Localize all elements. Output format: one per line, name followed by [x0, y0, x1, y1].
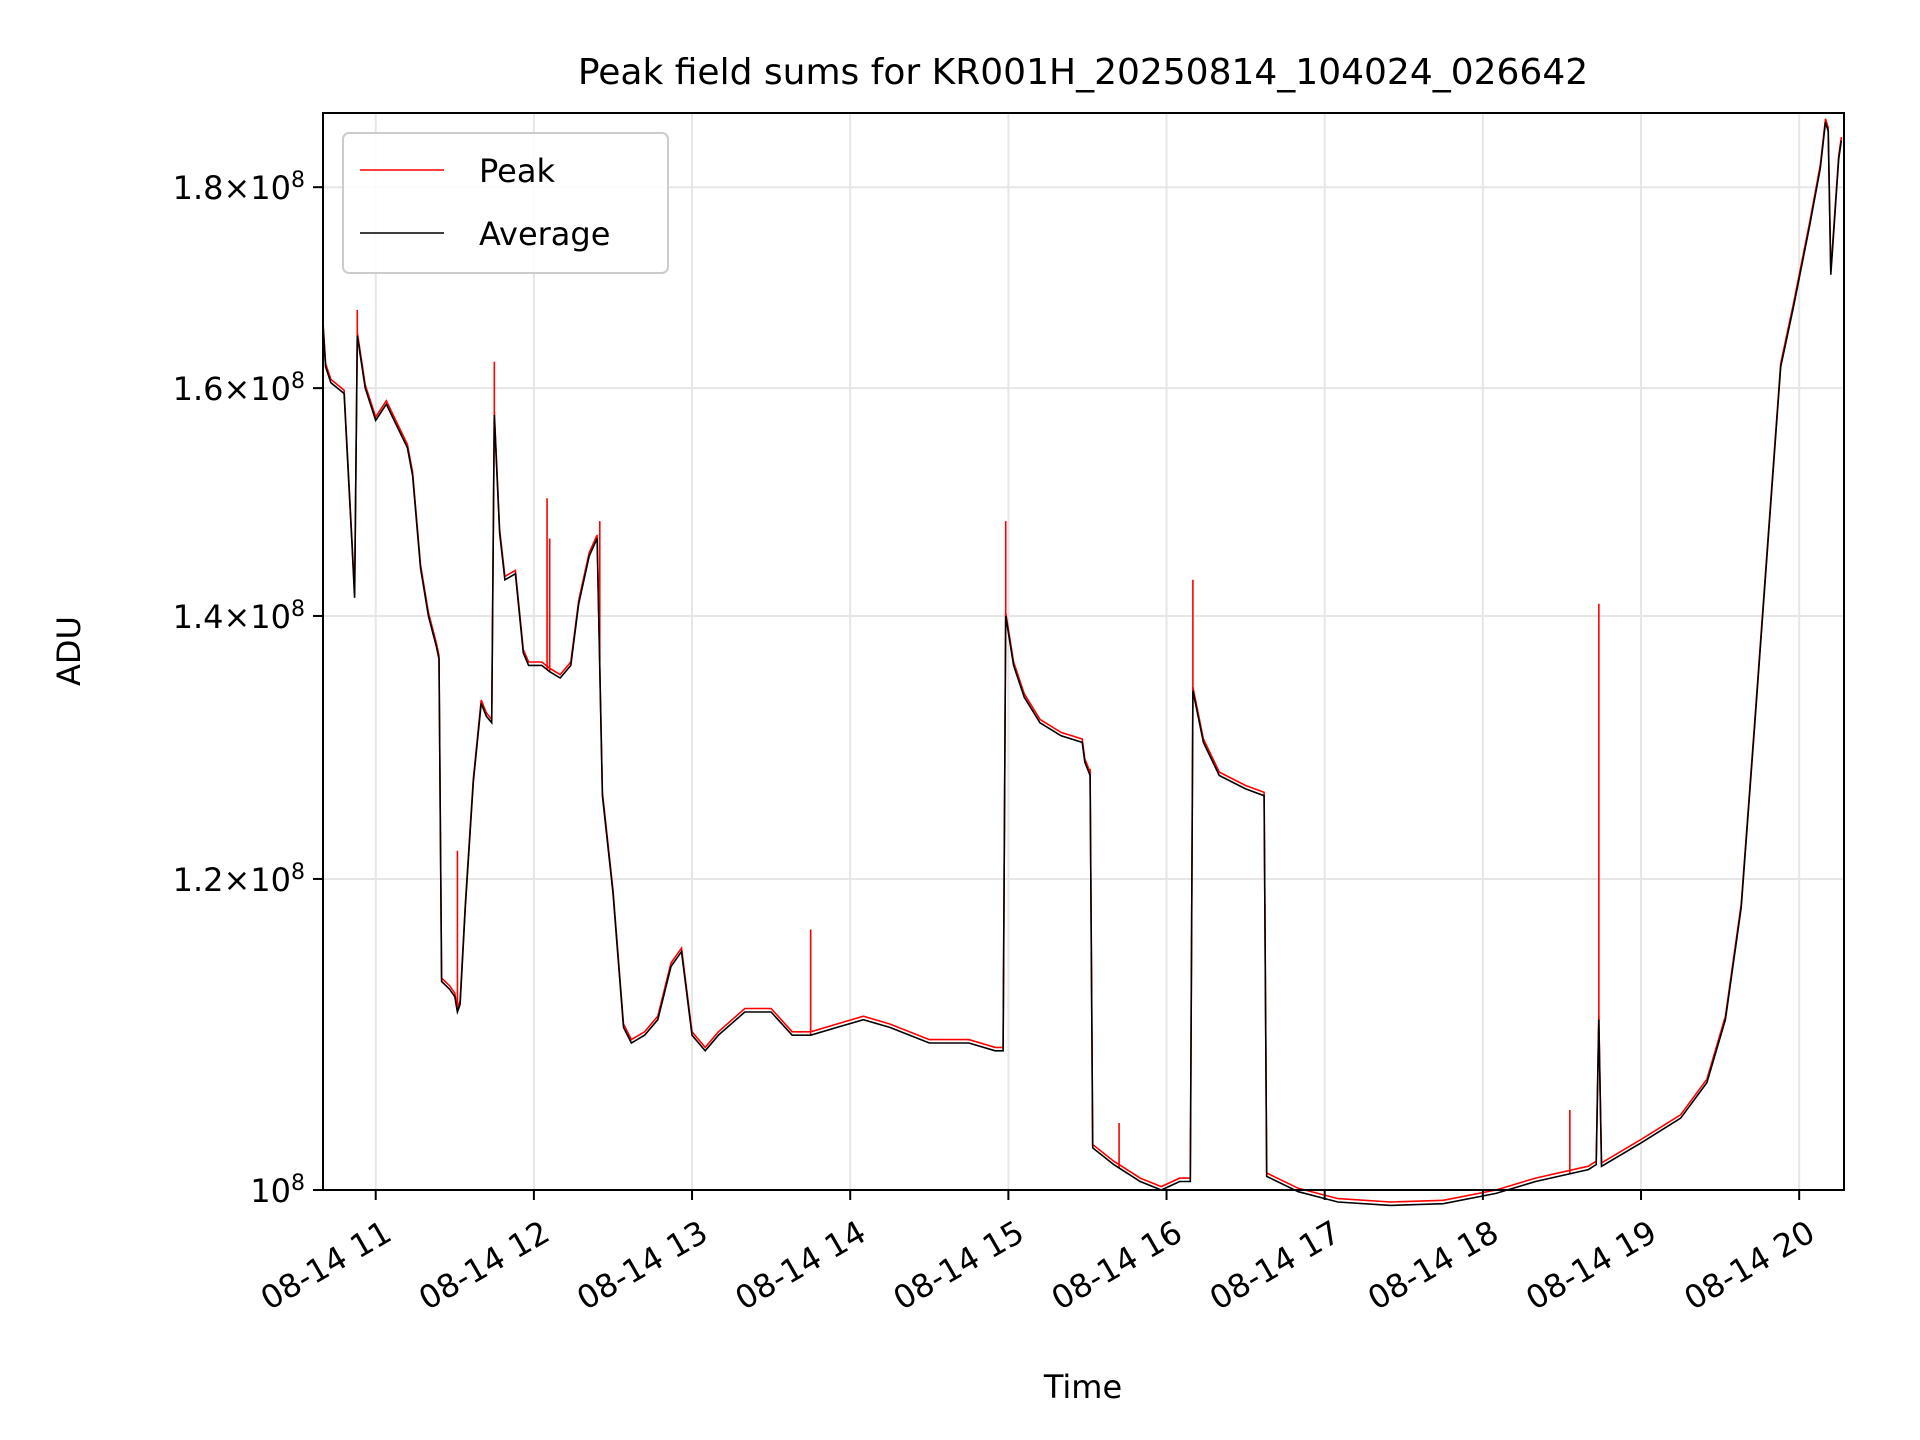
x-axis-label: Time [1043, 1368, 1122, 1406]
x-tick-label: 08-14 15 [887, 1213, 1031, 1318]
grid [323, 113, 1844, 1190]
y-tick-label: 1.4×108 [173, 596, 305, 636]
x-tick-label: 08-14 11 [254, 1213, 398, 1318]
x-tick-label: 08-14 12 [412, 1213, 556, 1318]
series-layer [322, 118, 1843, 1207]
series-line-peak [322, 118, 1843, 1203]
x-axis: 08-14 11 08-14 12 08-14 13 08-14 14 08-14 15… [254, 1190, 1821, 1318]
peak-spikes [322, 309, 1600, 1174]
x-tick-label: 08-14 16 [1045, 1213, 1189, 1318]
y-tick-label: 1.8×108 [173, 168, 305, 208]
series-line-average [322, 121, 1843, 1207]
x-tick-label: 08-14 14 [729, 1213, 873, 1318]
x-tick-label: 08-14 19 [1519, 1213, 1663, 1318]
x-tick-label: 08-14 13 [570, 1213, 714, 1318]
x-tick-label: 08-14 17 [1203, 1213, 1347, 1318]
x-tick-label: 08-14 18 [1361, 1213, 1505, 1318]
legend-label-average: Average [479, 215, 610, 253]
y-axis: 108 1.2×108 1.4×108 1.6×108 1.8×108 [173, 168, 323, 1210]
y-axis-label: ADU [50, 616, 88, 686]
y-tick-label: 1.2×108 [173, 859, 305, 899]
chart-title: Peak field sums for KR001H_20250814_1040… [578, 52, 1588, 93]
y-tick-label: 1.6×108 [173, 369, 305, 409]
legend-label-peak: Peak [479, 152, 555, 190]
x-tick-label: 08-14 20 [1678, 1213, 1822, 1318]
y-tick-label: 108 [250, 1171, 305, 1211]
plot-frame [322, 112, 1845, 1191]
legend: Peak Average [342, 132, 669, 274]
legend-box [342, 132, 669, 274]
